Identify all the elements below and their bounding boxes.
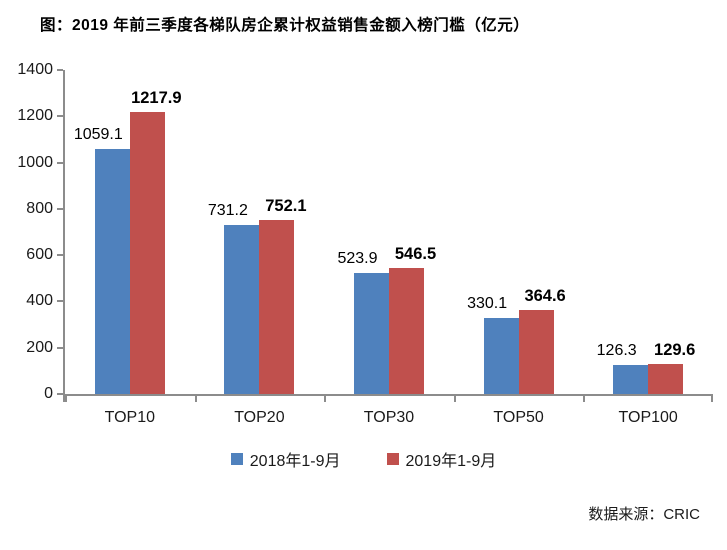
value-label: 330.1 (467, 294, 508, 312)
y-axis-tick (57, 346, 63, 349)
legend-label: 2018年1-9月 (249, 453, 341, 470)
legend-label: 2019年1-9月 (405, 453, 497, 470)
bar-2019年1-9月-TOP10 (129, 112, 165, 394)
y-axis-tick-label: 200 (26, 338, 53, 356)
x-axis-tick (583, 396, 586, 402)
bar-2018年1-9月-TOP100 (613, 364, 649, 394)
bar-2018年1-9月-TOP20 (224, 224, 260, 394)
value-label: 1059.1 (73, 125, 123, 143)
value-label: 752.1 (265, 196, 307, 215)
legend: 2018年1-9月 2019年1-9月 (0, 447, 727, 471)
y-axis-tick-label: 800 (26, 199, 53, 217)
bar-2018年1-9月-TOP10 (94, 148, 130, 394)
x-axis-tick (65, 396, 67, 402)
value-label: 1217.9 (131, 89, 182, 108)
value-label: 546.5 (394, 244, 437, 263)
y-axis-tick (57, 254, 63, 257)
y-axis-tick-label: 1400 (17, 61, 53, 78)
bar-2018年1-9月-TOP30 (354, 272, 389, 394)
value-label: 129.6 (654, 341, 696, 359)
y-axis-tick (57, 393, 63, 395)
legend-item: 2019年1-9月 (386, 447, 497, 471)
x-axis-category-label: TOP50 (493, 409, 544, 426)
y-axis-tick (57, 69, 63, 71)
source-note: 数据来源：CRIC (588, 506, 700, 523)
x-axis-line (63, 394, 713, 396)
x-axis-tick (324, 396, 327, 402)
x-axis-category-label: TOP10 (104, 409, 155, 426)
legend-swatch-icon (230, 453, 243, 465)
bar-2019年1-9月-TOP50 (518, 309, 554, 394)
value-label: 126.3 (596, 341, 637, 359)
legend-item: 2018年1-9月 (230, 447, 341, 471)
x-axis-tick (453, 396, 456, 402)
x-axis-tick (711, 396, 713, 402)
value-label: 364.6 (524, 286, 566, 305)
bar-2019年1-9月-TOP20 (259, 219, 295, 394)
y-axis-tick (57, 161, 63, 164)
value-label: 731.2 (207, 201, 248, 219)
x-axis-category-label: TOP100 (618, 409, 678, 426)
y-axis-tick (57, 207, 63, 210)
y-axis-line (63, 70, 65, 402)
bar-2019年1-9月-TOP100 (648, 364, 684, 394)
chart-title: 图：2019 年前三季度各梯队房企累计权益销售金额入榜门槛（亿元） (40, 17, 530, 34)
x-axis-tick (194, 396, 197, 402)
y-axis-tick-label: 0 (44, 385, 53, 402)
bar-2018年1-9月-TOP50 (483, 317, 519, 394)
y-axis-tick-label: 400 (26, 292, 53, 310)
y-axis-tick (57, 300, 63, 303)
y-axis-tick-label: 1000 (17, 153, 53, 171)
y-axis-tick (57, 115, 63, 118)
value-label: 523.9 (337, 249, 378, 267)
x-axis-category-label: TOP30 (363, 409, 415, 426)
y-axis-tick-label: 600 (26, 246, 53, 264)
x-axis-category-label: TOP20 (234, 409, 285, 426)
y-axis-tick-label: 1200 (17, 107, 53, 125)
legend-swatch-icon (386, 453, 399, 465)
bar-2019年1-9月-TOP30 (389, 267, 424, 394)
